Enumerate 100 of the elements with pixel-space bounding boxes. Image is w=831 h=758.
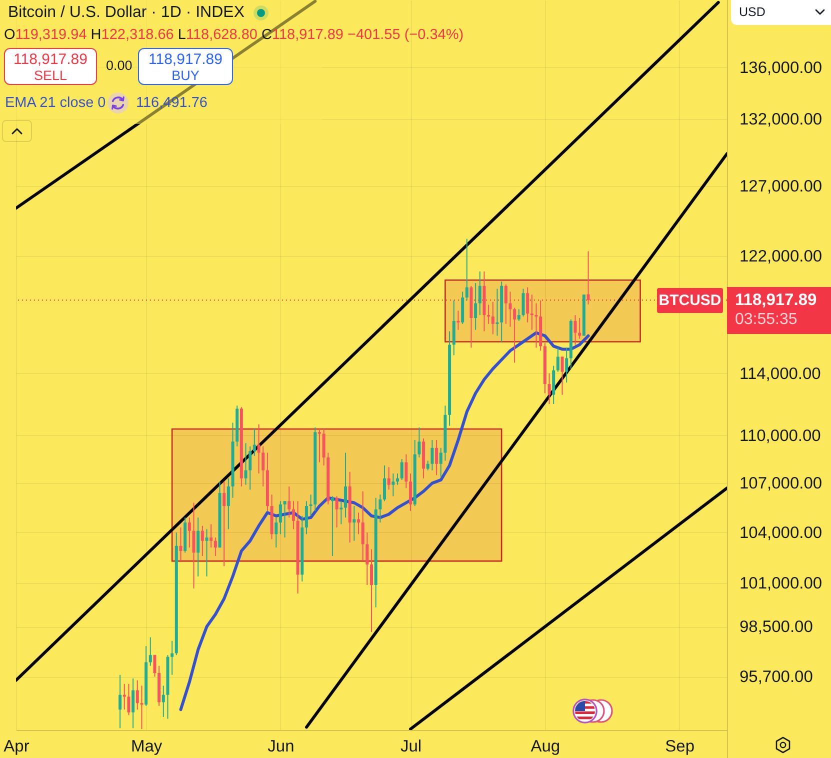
candlestick [435, 440, 438, 476]
y-tick-label: 101,000.00 [740, 574, 822, 593]
candlestick [418, 426, 421, 458]
candlestick [534, 302, 538, 348]
y-tick-label: 98,500.00 [740, 618, 813, 636]
candlestick [179, 527, 182, 562]
y-tick-label: 107,000.00 [740, 474, 822, 493]
candlestick [504, 284, 508, 324]
candlestick [474, 282, 478, 330]
y-tick-label: 110,000.00 [740, 426, 821, 445]
y-tick-label: 122,000.00 [740, 247, 822, 266]
candlestick [396, 473, 400, 486]
candlestick [487, 304, 490, 324]
price-tag: 118,917.89 03:55:35 [727, 287, 831, 334]
candlestick [278, 500, 282, 535]
candlestick [257, 424, 260, 474]
candlestick [292, 500, 295, 530]
candlestick [340, 500, 343, 525]
text: O119,319.94 H122,318.66 L118,628.80 C118,917.89 −401.55 (−0.34%) [4, 27, 464, 43]
candlestick [491, 301, 494, 335]
candlestick [252, 428, 256, 456]
candlestick [274, 517, 278, 548]
candlestick [400, 458, 404, 480]
candlestick [330, 496, 334, 556]
y-tick-label: 136,000.00 [740, 58, 822, 77]
candlestick [478, 270, 482, 316]
currency-selector: USD [731, 0, 831, 25]
candlestick [356, 512, 360, 535]
x-tick-label: May [130, 738, 163, 756]
candlestick [452, 300, 456, 356]
candlestick [366, 532, 369, 586]
candlestick [248, 446, 252, 490]
candlestick [210, 524, 213, 548]
symbol-tag: BTCUSD [657, 288, 723, 313]
x-tick-label: Aug [530, 738, 560, 756]
candlestick [192, 502, 196, 589]
candlestick [153, 654, 156, 678]
candlestick [526, 286, 530, 323]
y-tick-label: 132,000.00 [740, 110, 822, 129]
x-tick-label: Sep [665, 738, 694, 756]
x-tick-label: Jul [400, 738, 422, 756]
candlestick [404, 454, 408, 489]
candlestick [430, 440, 434, 471]
candlestick [140, 685, 144, 730]
candlestick [244, 442, 248, 486]
candlestick [162, 685, 165, 718]
candlestick [196, 517, 200, 577]
x-tick-label: Jun [268, 738, 294, 756]
candlestick [456, 310, 460, 330]
y-tick-label: 104,000.00 [740, 524, 822, 542]
candlestick [283, 500, 286, 538]
candlestick [387, 466, 390, 490]
candlestick [222, 481, 226, 567]
chart-title: Bitcoin / U.S. Dollar · 1D · INDEX [8, 3, 244, 23]
candlestick [361, 490, 364, 562]
candlestick [370, 548, 373, 632]
candlestick [548, 372, 551, 405]
candlestick [586, 250, 590, 305]
candlestick [188, 517, 191, 548]
candlestick [378, 494, 382, 524]
x-tick-label: Apr [4, 738, 30, 756]
candlestick [214, 537, 217, 556]
candlestick [352, 506, 356, 542]
candlestick [148, 636, 152, 666]
candlestick [170, 640, 174, 676]
y-tick-label: 114,000.00 [740, 364, 821, 383]
candlestick [560, 356, 564, 396]
candlestick [309, 494, 312, 516]
candlestick [578, 317, 582, 340]
candlestick [322, 428, 326, 466]
candlestick [465, 238, 468, 301]
candlestick [439, 447, 442, 478]
candlestick [383, 464, 386, 502]
candlestick [136, 680, 139, 710]
candlestick [530, 294, 534, 330]
candlestick [508, 291, 512, 328]
candlestick [132, 678, 135, 729]
candlestick [556, 347, 560, 372]
candlestick [318, 428, 321, 463]
candlestick [205, 528, 208, 577]
candlestick [226, 478, 230, 530]
annotation: SELL [32, 68, 68, 84]
y-tick-label: 127,000.00 [740, 178, 822, 196]
sell-button: 118,917.89 SELL [4, 48, 97, 85]
annotation: 0.00 [106, 58, 132, 74]
candlestick [127, 683, 130, 716]
candlestick [574, 314, 577, 346]
text: EMA 21 close 0 [5, 94, 106, 112]
candlestick [392, 473, 395, 497]
buy-button: 118,917.89 BUY [138, 48, 233, 85]
annotation: BUY [170, 68, 200, 84]
annotation: 118,917.89 [12, 51, 88, 68]
candlestick [200, 525, 204, 556]
line-series [179, 331, 590, 712]
candlestick [517, 308, 520, 322]
candlestick [513, 307, 516, 364]
candlestick [262, 446, 265, 487]
annotation: 118,917.89 [148, 51, 224, 68]
candlestick [409, 473, 412, 512]
candlestick [335, 496, 338, 528]
